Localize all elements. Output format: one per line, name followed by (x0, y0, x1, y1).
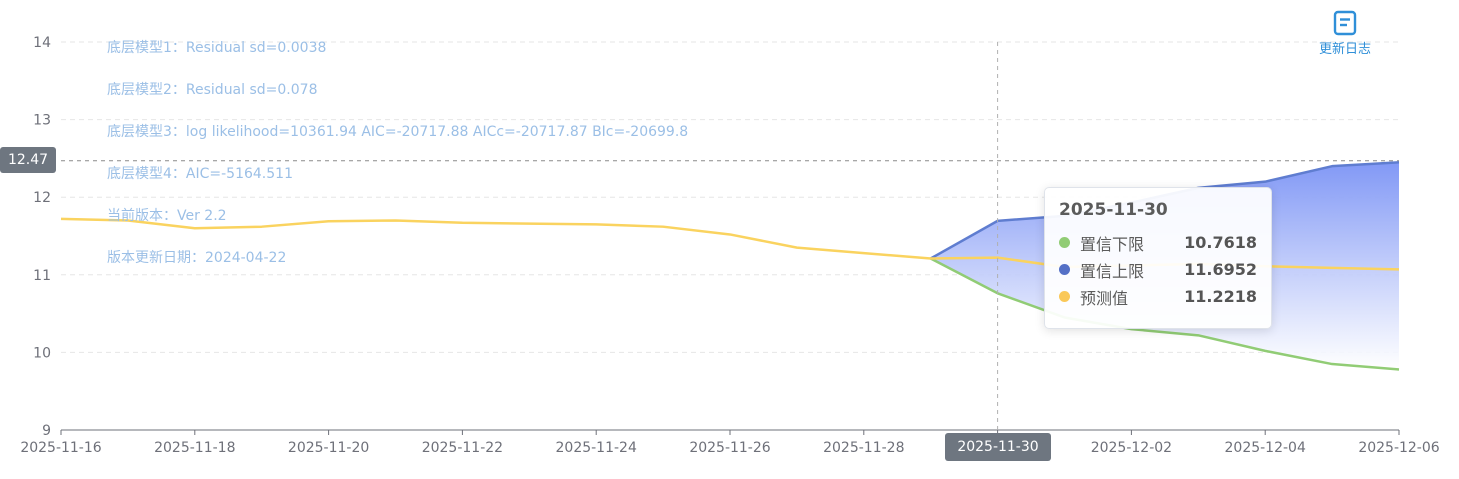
crosshair-x-label: 2025-11-30 (945, 433, 1051, 461)
x-tick-label-2025-11-16: 2025-11-16 (20, 440, 101, 456)
tooltip-row-upper: 置信上限 11.6952 (1059, 256, 1257, 283)
legend-dot-forecast (1059, 291, 1070, 302)
note-model-3: 底层模型3：log likelihood=10361.94 AIC=-20717… (107, 124, 689, 140)
tooltip-row-forecast: 预测值 11.2218 (1059, 283, 1257, 310)
document-icon (1333, 10, 1357, 36)
tooltip-name-forecast: 预测值 (1080, 288, 1129, 308)
legend-dot-upper (1059, 264, 1070, 275)
note-update-date: 版本更新日期：2024-04-22 (107, 250, 287, 266)
crosshair-y-label: 12.47 (0, 147, 56, 173)
note-model-2: 底层模型2：Residual sd=0.078 (107, 82, 318, 98)
crosshair (61, 42, 1399, 430)
changelog-label: 更新日志 (1318, 42, 1371, 57)
tooltip-title: 2025-11-30 (1059, 200, 1168, 220)
y-tick-label-14: 14 (33, 35, 51, 51)
y-tick-label-11: 11 (33, 268, 51, 284)
tooltip-row-lower: 置信下限 10.7618 (1059, 229, 1257, 256)
x-tick-label-2025-11-26: 2025-11-26 (689, 440, 770, 456)
tooltip: 2025-11-30 置信下限 10.7618 置信上限 11.6952 预测值… (1044, 187, 1272, 329)
x-tick-label-2025-11-20: 2025-11-20 (288, 440, 369, 456)
grid-lines (61, 41, 1399, 353)
tooltip-name-lower: 置信下限 (1080, 234, 1145, 254)
x-tick-label-2025-12-02: 2025-12-02 (1091, 440, 1172, 456)
x-tick-label-2025-11-24: 2025-11-24 (556, 440, 637, 456)
x-tick-label-2025-12-06: 2025-12-06 (1358, 440, 1439, 456)
x-tick-label-2025-11-22: 2025-11-22 (422, 440, 503, 456)
y-tick-label-12: 12 (33, 190, 51, 206)
tooltip-value-forecast: 11.2218 (1184, 287, 1257, 306)
note-version: 当前版本：Ver 2.2 (107, 208, 227, 224)
changelog-button[interactable]: 更新日志 (1306, 10, 1384, 57)
tooltip-name-upper: 置信上限 (1080, 261, 1145, 281)
tooltip-value-lower: 10.7618 (1184, 233, 1257, 252)
x-tick-label-2025-11-18: 2025-11-18 (154, 440, 235, 456)
y-tick-label-10: 10 (33, 345, 51, 361)
lower-bound-line (930, 257, 1400, 371)
x-tick-label-2025-11-28: 2025-11-28 (823, 440, 904, 456)
tooltip-value-upper: 11.6952 (1184, 260, 1257, 279)
note-model-4: 底层模型4：AIC=-5164.511 (107, 166, 293, 182)
y-tick-label-9: 9 (42, 423, 51, 439)
x-tick-label-2025-12-04: 2025-12-04 (1225, 440, 1306, 456)
legend-dot-lower (1059, 237, 1070, 248)
note-model-1: 底层模型1：Residual sd=0.0038 (107, 40, 327, 56)
y-tick-label-13: 13 (33, 113, 51, 129)
axes: 9 10 11 12 13 14 2025-11-16 2025-11-18 2025-11-2… (20, 35, 1439, 456)
